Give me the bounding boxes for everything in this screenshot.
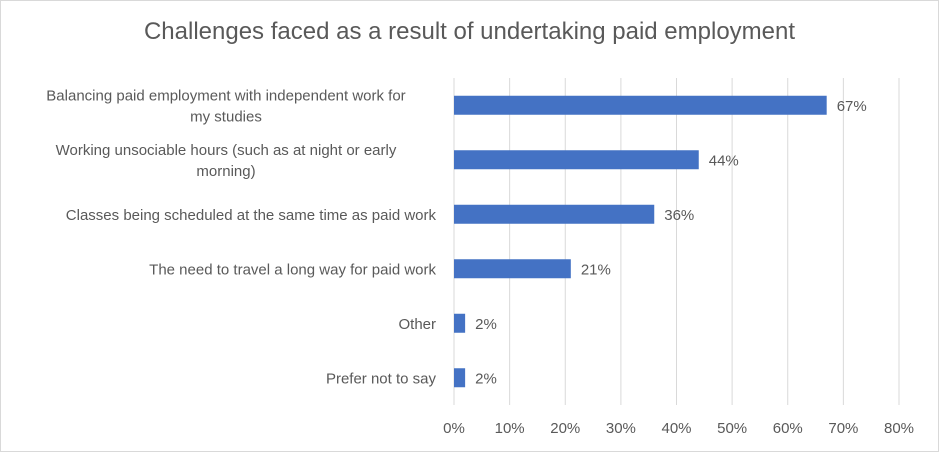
x-tick-label: 80%	[884, 420, 914, 437]
category-label: Other	[398, 316, 436, 333]
category-label: Prefer not to say	[326, 370, 437, 387]
x-tick-label: 10%	[495, 420, 525, 437]
bar	[454, 259, 571, 279]
category-label: Classes being scheduled at the same time…	[66, 207, 437, 224]
x-tick-label: 0%	[443, 420, 465, 437]
bar	[454, 313, 466, 333]
x-tick-label: 20%	[550, 420, 580, 437]
bar	[454, 150, 699, 170]
category-label: Working unsociable hours (such as at nig…	[56, 142, 397, 180]
x-tick-label: 70%	[828, 420, 858, 437]
category-label: The need to travel a long way for paid w…	[149, 261, 436, 278]
x-tick-label: 30%	[606, 420, 636, 437]
category-label: Balancing paid employment with independe…	[46, 87, 405, 125]
data-label: 2%	[475, 316, 497, 333]
chart-title: Challenges faced as a result of undertak…	[143, 18, 796, 45]
data-label: 2%	[475, 370, 497, 387]
bar	[454, 368, 466, 388]
data-label: 36%	[664, 207, 694, 224]
data-label: 67%	[837, 98, 867, 115]
data-label: 44%	[709, 152, 739, 169]
bar	[454, 204, 655, 224]
data-label: 21%	[581, 261, 611, 278]
x-tick-label: 60%	[773, 420, 803, 437]
x-tick-label: 40%	[661, 420, 691, 437]
x-tick-label: 50%	[717, 420, 747, 437]
bar	[454, 95, 827, 115]
